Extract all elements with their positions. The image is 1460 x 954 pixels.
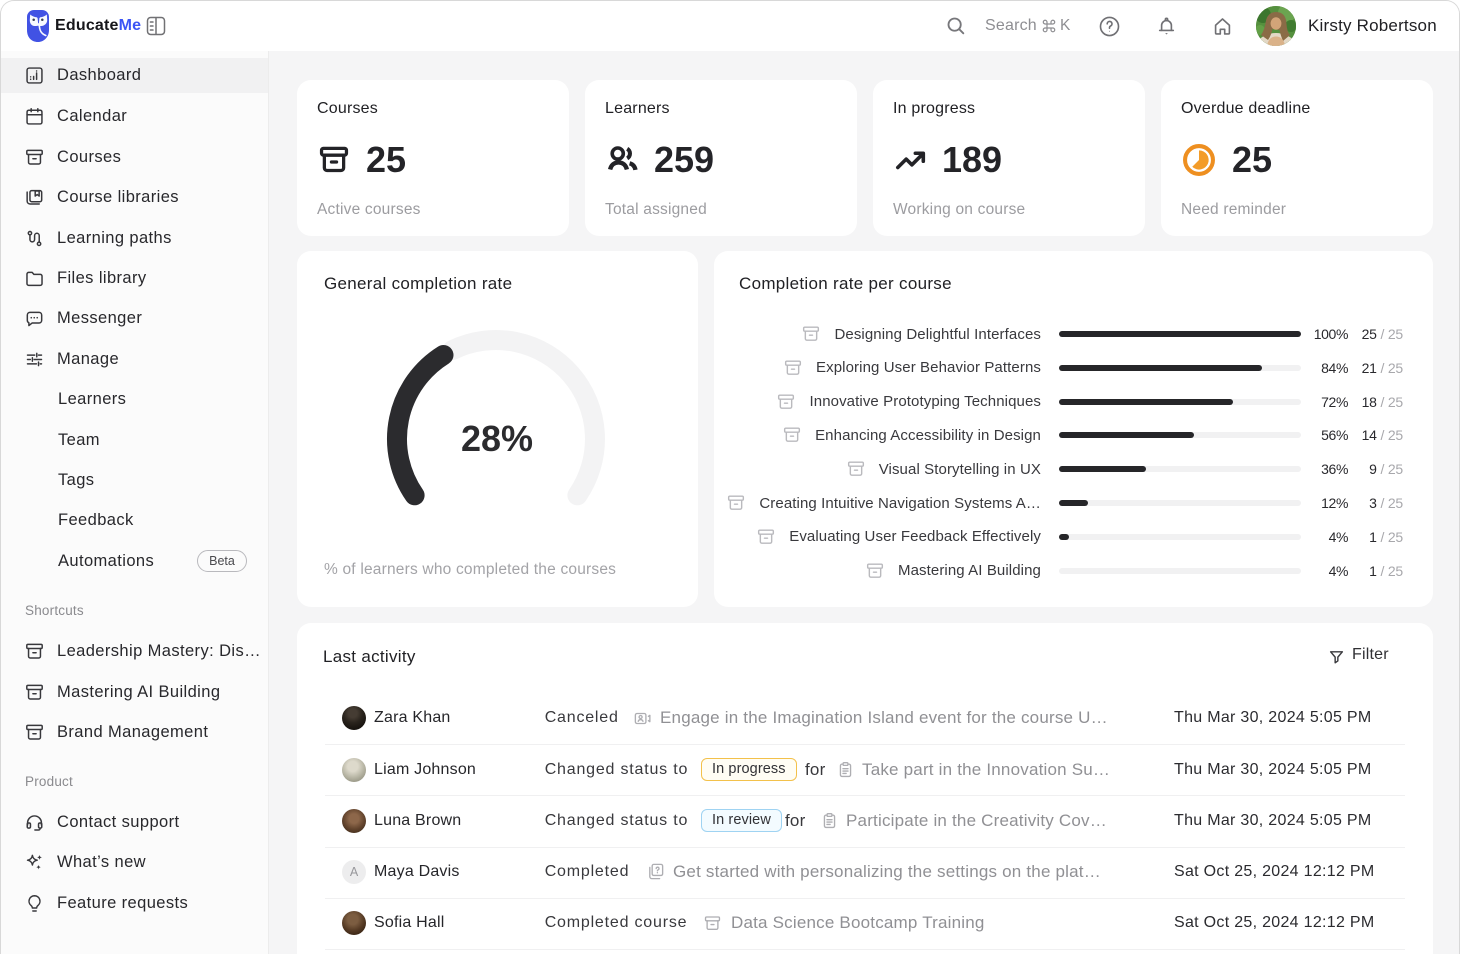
svg-text:28%: 28% [461, 418, 533, 459]
